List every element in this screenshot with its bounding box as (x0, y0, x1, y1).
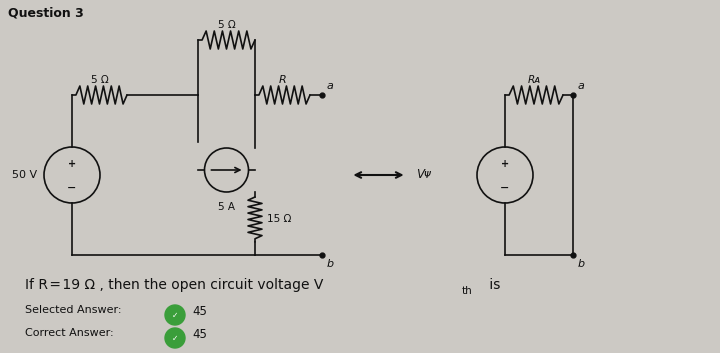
Text: Rᴀ: Rᴀ (527, 75, 541, 85)
Text: b: b (327, 259, 334, 269)
Text: 15 Ω: 15 Ω (267, 215, 292, 225)
Text: +: + (68, 159, 76, 169)
Text: ✓: ✓ (172, 311, 178, 319)
Text: R: R (279, 75, 287, 85)
Text: −: − (67, 183, 77, 193)
Text: Vᴪ: Vᴪ (416, 168, 431, 181)
Text: 5 A: 5 A (218, 202, 235, 212)
Text: Correct Answer:: Correct Answer: (25, 328, 114, 338)
Text: If R = 19 Ω , then the open circuit voltage V: If R = 19 Ω , then the open circuit volt… (25, 278, 323, 292)
Text: 50 V: 50 V (12, 170, 37, 180)
Text: a: a (327, 81, 334, 91)
Text: −: − (500, 183, 510, 193)
Text: Selected Answer:: Selected Answer: (25, 305, 122, 315)
Text: 45: 45 (192, 305, 207, 318)
Text: 45: 45 (192, 328, 207, 341)
Text: 5 Ω: 5 Ω (217, 20, 235, 30)
Text: Question 3: Question 3 (8, 7, 84, 20)
Text: +: + (501, 159, 509, 169)
Text: is: is (485, 278, 500, 292)
Circle shape (165, 305, 185, 325)
Circle shape (165, 328, 185, 348)
Text: 5 Ω: 5 Ω (91, 75, 109, 85)
Text: b: b (578, 259, 585, 269)
Text: th: th (462, 286, 473, 296)
Text: ✓: ✓ (172, 334, 178, 342)
Text: a: a (578, 81, 585, 91)
